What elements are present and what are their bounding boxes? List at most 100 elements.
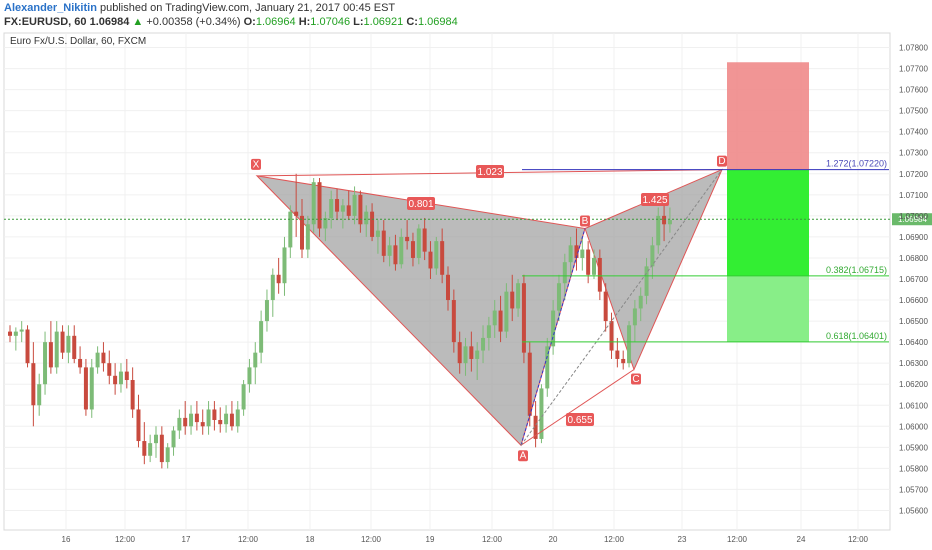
time-axis[interactable]: 16 12:00 17 12:00 18 12:00 19 12:00 20 12:00 23 12:… [62, 535, 869, 544]
last-price: 1.06984 [89, 16, 130, 28]
candle-body [486, 325, 491, 338]
candle-body [288, 211, 293, 248]
candle-body [118, 371, 123, 385]
candle-body [235, 409, 240, 427]
candle-body [8, 331, 12, 336]
candle-body [457, 342, 462, 364]
price-tick-label: 1.07100 [899, 191, 928, 200]
open-value: 1.06964 [255, 16, 296, 28]
candle-body [475, 350, 480, 359]
publish-info: published on TradingView.com, January 21… [99, 2, 396, 14]
open-label: O: [243, 16, 256, 28]
pattern-point-label: B [582, 216, 589, 227]
candle-body [25, 329, 30, 364]
ratio-badge [641, 193, 669, 206]
time-tick-label: 12:00 [361, 535, 382, 544]
candle-body [586, 249, 591, 275]
author-link[interactable]: Alexander_Nikitin [4, 2, 97, 14]
candle-body [399, 236, 404, 265]
price-tick-label: 1.05800 [899, 464, 928, 473]
pattern-point-badge [717, 155, 727, 167]
candle-body [375, 230, 380, 237]
candle-body [253, 352, 258, 368]
candle-body [43, 342, 48, 385]
candle-body [492, 310, 497, 326]
candle-body [510, 291, 515, 309]
candle-body [194, 413, 199, 423]
candle-body [370, 211, 375, 237]
fib-level-label: 0.618(1.06401) [826, 331, 887, 341]
price-tick-label: 1.07000 [899, 212, 928, 221]
ad-dashed-line [520, 169, 723, 446]
price-tick-label: 1.07800 [899, 44, 928, 53]
candle-body [521, 283, 526, 353]
candle-body [551, 310, 556, 347]
pattern-point-badge [518, 450, 528, 462]
up-arrow-icon: ▲ [132, 16, 144, 28]
time-tick-label: 20 [549, 535, 558, 544]
candle-body [410, 241, 415, 258]
time-tick-label: 12:00 [848, 535, 869, 544]
current-price-label: 1.06984 [898, 215, 927, 224]
candle-body [516, 283, 521, 309]
candle-body [130, 380, 135, 410]
time-tick-label: 12:00 [115, 535, 136, 544]
time-tick-label: 23 [678, 535, 687, 544]
price-tick-label: 1.06400 [899, 338, 928, 347]
candle-body [440, 241, 445, 275]
price-tick-label: 1.06800 [899, 254, 928, 263]
candle-body [282, 247, 287, 284]
price-change: +0.00358 (+0.34%) [146, 16, 241, 28]
candle-body [101, 352, 106, 364]
candle-body [270, 274, 275, 301]
candle-body [294, 211, 299, 216]
candle-body [323, 217, 328, 229]
target-zone-1 [727, 169, 809, 276]
price-tick-label: 1.06200 [899, 380, 928, 389]
candle-body [317, 182, 322, 229]
candle-body [405, 236, 410, 242]
candle-body [264, 300, 269, 322]
candle-body [177, 417, 182, 431]
candle-body [346, 205, 351, 216]
high-label: H: [298, 16, 311, 28]
candle-body [78, 358, 83, 368]
time-tick-label: 17 [182, 535, 191, 544]
candle-body [451, 300, 456, 343]
time-tick-label: 12:00 [482, 535, 503, 544]
candle-body [615, 350, 620, 359]
candle-body [498, 310, 503, 332]
price-tick-label: 1.06000 [899, 422, 928, 431]
close-label: C: [406, 16, 418, 28]
candle-body [574, 245, 579, 258]
candle-body [644, 266, 649, 296]
pattern-point-label: D [718, 156, 725, 167]
candles [8, 173, 672, 469]
time-tick-label: 18 [306, 535, 315, 544]
candle-body [428, 251, 433, 269]
ratio-label: 1.023 [477, 167, 502, 178]
candle-body [603, 291, 608, 322]
price-axis[interactable]: 1.07800 1.07700 1.07600 1.07500 1.07400 1.073… [899, 44, 928, 516]
candle-body [352, 194, 357, 216]
ab-dashed-line [520, 228, 586, 446]
price-tick-label: 1.06700 [899, 275, 928, 284]
time-tick-label: 24 [797, 535, 806, 544]
candle-body [113, 375, 118, 385]
ratio-badge [566, 413, 594, 426]
candle-body [83, 367, 88, 410]
candle-body [165, 447, 170, 463]
time-tick-label: 16 [62, 535, 71, 544]
candle-body [300, 215, 304, 250]
pattern-overlay: 1.06984 1.272(1.07220) 0.382(1.06715) 0.618… [4, 155, 932, 462]
candle-body [276, 274, 281, 284]
current-price-badge [892, 213, 932, 226]
candle-body [259, 321, 264, 353]
candle-body [206, 409, 211, 427]
candle-body [311, 182, 316, 225]
candle-body [48, 342, 53, 368]
position-zones [727, 62, 809, 342]
candle-body [358, 194, 363, 225]
